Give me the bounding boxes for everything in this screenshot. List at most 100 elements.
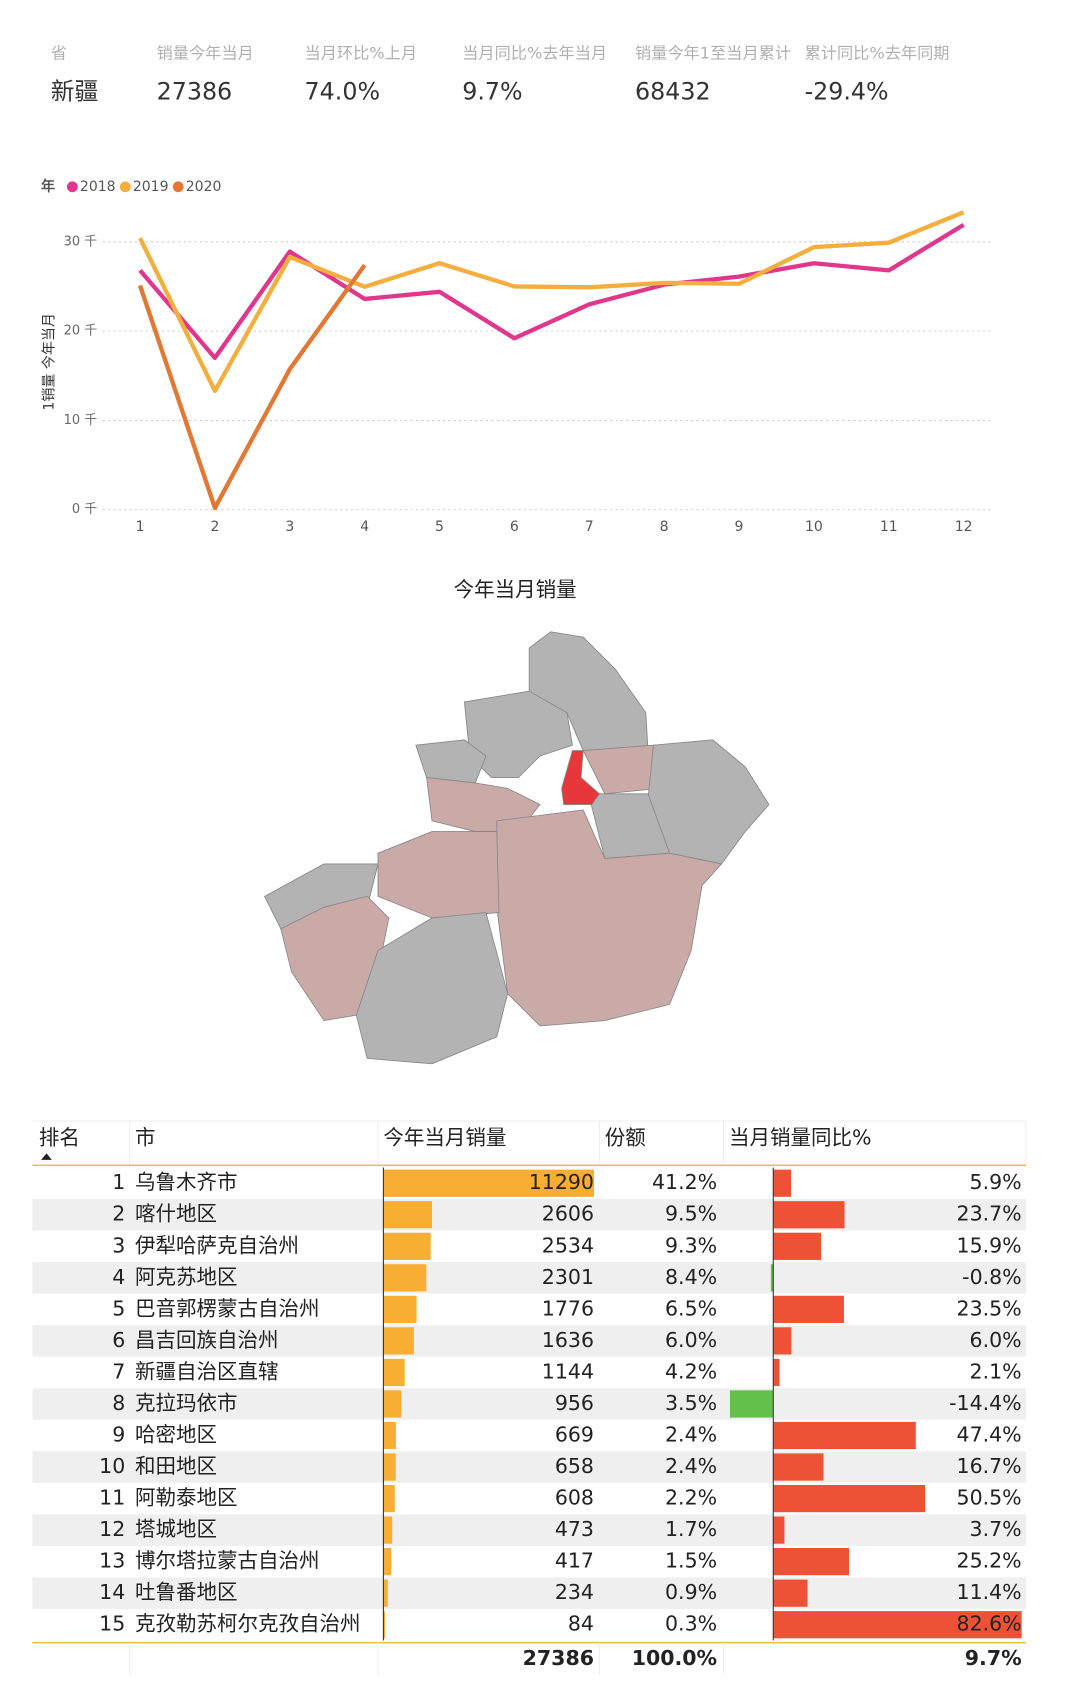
kpi-value: -29.4%: [805, 77, 889, 105]
rank: 2: [112, 1202, 125, 1226]
city: 克孜勒苏柯尔克孜自治州: [135, 1612, 361, 1636]
kpi-value: 68432: [635, 77, 711, 105]
city: 博尔塔拉蒙古自治州: [135, 1549, 320, 1573]
sales: 1776: [542, 1296, 594, 1320]
yoy: -14.4%: [949, 1391, 1022, 1415]
city: 和田地区: [135, 1454, 217, 1478]
row-shade: [32, 1325, 1026, 1357]
yoy: -0.8%: [962, 1265, 1021, 1289]
yoy: 2.1%: [970, 1359, 1022, 1383]
share: 4.2%: [665, 1359, 717, 1383]
y-axis-title: 1销量 今年当月: [42, 313, 58, 410]
sort-indicator: [41, 1153, 52, 1160]
sales-bar: [383, 1421, 396, 1450]
map-region: [355, 912, 509, 1065]
share: 2.2%: [665, 1486, 717, 1510]
sales: 2606: [542, 1202, 594, 1226]
kpi-value: 27386: [157, 77, 233, 105]
sales-bar: [383, 1579, 388, 1607]
kpi-value: 9.7%: [462, 77, 522, 105]
city: 伊犁哈萨克自治州: [135, 1233, 299, 1257]
sales: 1144: [542, 1359, 594, 1383]
sales-bar: [383, 1453, 396, 1481]
yoy-bar: [773, 1484, 926, 1513]
map-title: 今年当月销量: [454, 578, 577, 602]
rank: 15: [99, 1612, 125, 1636]
yoy-bar: [773, 1169, 792, 1197]
x-tick-label: 3: [285, 519, 294, 535]
x-tick-label: 2: [210, 519, 219, 535]
rank: 8: [112, 1391, 125, 1415]
yoy: 11.4%: [957, 1580, 1022, 1604]
sales: 608: [555, 1486, 594, 1510]
y-tick-label: 10 千: [64, 413, 98, 428]
kpi-label: 当月同比%去年当月: [462, 43, 607, 62]
share: 0.9%: [665, 1580, 717, 1604]
legend-label: 2019: [133, 179, 169, 195]
rank: 3: [112, 1233, 125, 1257]
rank: 10: [99, 1454, 125, 1478]
sales-bar: [383, 1611, 385, 1639]
map-region: [561, 750, 600, 806]
sales-bar: [383, 1264, 427, 1292]
yoy: 5.9%: [970, 1170, 1022, 1194]
yoy-bar: [773, 1201, 845, 1229]
sales: 2301: [542, 1265, 594, 1289]
sales: 234: [555, 1580, 594, 1604]
sales: 658: [555, 1454, 594, 1478]
row-shade: [32, 1262, 1026, 1294]
sales-bar: [383, 1295, 417, 1323]
share: 6.0%: [665, 1328, 717, 1352]
sales: 473: [555, 1517, 594, 1541]
rank: 5: [112, 1296, 125, 1320]
sales-bar: [383, 1548, 392, 1576]
yoy-bar: [773, 1579, 808, 1607]
yoy: 47.4%: [957, 1422, 1022, 1446]
legend-marker: [119, 181, 131, 193]
city: 新疆自治区直辖: [135, 1359, 279, 1383]
sales-bar: [383, 1201, 433, 1229]
yoy-bar: [773, 1548, 850, 1576]
city: 阿克苏地区: [135, 1265, 237, 1289]
total-share: 100.0%: [632, 1646, 717, 1670]
share: 41.2%: [652, 1170, 717, 1194]
table-header: 排名: [39, 1125, 80, 1149]
city: 塔城地区: [135, 1517, 217, 1541]
row-shade: [32, 1198, 1026, 1231]
x-tick-label: 7: [585, 519, 594, 535]
yoy-bar: [773, 1453, 824, 1481]
x-tick-label: 11: [880, 519, 898, 535]
line-series: [138, 263, 367, 511]
kpi-label: 销量今年当月: [157, 43, 254, 62]
table-header: 市: [135, 1125, 156, 1149]
yoy-bar: [729, 1390, 774, 1418]
table-header: 今年当月销量: [383, 1125, 506, 1149]
share: 0.3%: [665, 1612, 717, 1636]
map-region: [415, 739, 487, 784]
rank: 11: [99, 1486, 125, 1510]
city: 哈密地区: [135, 1422, 217, 1446]
yoy: 25.2%: [957, 1549, 1022, 1573]
share: 6.5%: [665, 1296, 717, 1320]
map-region: [377, 831, 500, 919]
rank: 13: [99, 1549, 125, 1573]
yoy-bar: [773, 1358, 780, 1387]
x-tick-label: 9: [735, 519, 744, 535]
city: 吐鲁番地区: [135, 1580, 237, 1604]
kpi-label: 省: [51, 43, 67, 62]
sales: 11290: [529, 1170, 594, 1194]
legend-marker: [172, 181, 184, 193]
sales: 669: [555, 1422, 594, 1446]
rank: 14: [99, 1580, 125, 1604]
yoy-bar: [773, 1516, 785, 1544]
sales: 417: [555, 1549, 594, 1573]
city: 喀什地区: [135, 1202, 217, 1226]
y-tick-label: 0 千: [72, 502, 97, 517]
share: 9.5%: [665, 1202, 717, 1226]
share: 9.3%: [665, 1233, 717, 1257]
x-tick-label: 12: [955, 519, 973, 535]
yoy: 82.6%: [957, 1612, 1022, 1636]
kpi-label: 当月环比%上月: [305, 43, 418, 62]
yoy: 50.5%: [957, 1486, 1022, 1510]
